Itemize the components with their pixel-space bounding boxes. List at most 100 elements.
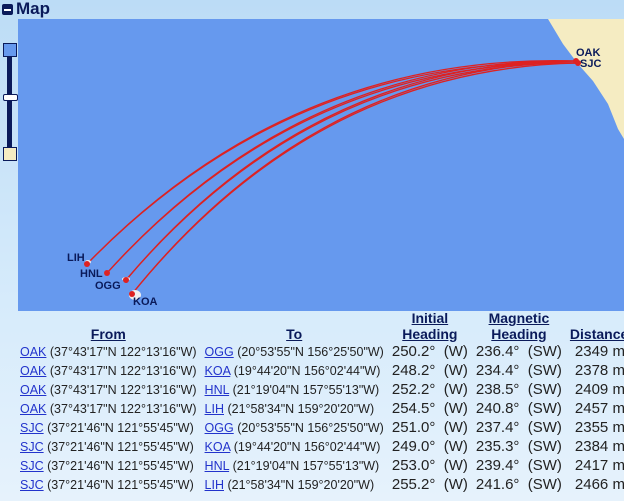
to-airport-link[interactable]: KOA (204, 439, 231, 454)
from-coordinates: (37°43'17"N 122°13'16"W) (49, 363, 197, 378)
from-airport-link[interactable]: OAK (20, 363, 47, 378)
distance: 2466 mi (574, 476, 624, 493)
route-line-sjc-hnl (106, 62, 579, 274)
to-coordinates: (21°19'04"N 157°55'13"W) (232, 458, 380, 473)
from-cell: SJC (37°21'46"N 121°55'45"W) (16, 456, 201, 475)
from-airport-link[interactable]: SJC (20, 439, 44, 454)
from-airport-link[interactable]: SJC (20, 458, 44, 473)
to-cell: KOA (19°44'20"N 156°02'44"W) (201, 361, 388, 380)
from-coordinates: (37°43'17"N 122°13'16"W) (49, 401, 197, 416)
route-line-oak-hnl (106, 60, 577, 274)
header-from: From (90, 326, 126, 342)
airport-marker[interactable] (129, 291, 135, 297)
from-airport-link[interactable]: SJC (20, 477, 44, 492)
header-magnetic-heading: Magnetic Heading (472, 310, 566, 342)
airport-marker[interactable] (575, 60, 581, 66)
label-sjc: SJC (580, 58, 601, 70)
to-coordinates: (21°19'04"N 157°55'13"W) (232, 382, 380, 397)
zoom-slider[interactable] (3, 43, 18, 161)
from-airport-link[interactable]: OAK (20, 344, 47, 359)
collapse-icon[interactable] (2, 3, 13, 15)
initial-heading: 254.5° (W) (391, 400, 468, 417)
header-to: To (286, 326, 303, 342)
to-cell: HNL (21°19'04"N 157°55'13"W) (201, 380, 388, 399)
from-coordinates: (37°21'46"N 121°55'45"W) (47, 477, 194, 492)
to-airport-link[interactable]: KOA (204, 363, 231, 378)
distance: 2417 mi (574, 457, 624, 474)
header-initial-line1: Initial (411, 310, 449, 326)
magnetic-heading: 234.4° (SW) (475, 362, 562, 379)
to-airport-link[interactable]: LIH (204, 401, 224, 416)
from-coordinates: (37°21'46"N 121°55'45"W) (47, 458, 194, 473)
from-cell: SJC (37°21'46"N 121°55'45"W) (16, 437, 201, 456)
distance: 2378 mi (574, 362, 624, 379)
initial-heading: 251.0° (W) (391, 419, 468, 436)
table-row: OAK (37°43'17"N 122°13'16"W) KOA (19°44'… (16, 361, 624, 380)
route-line-sjc-koa (131, 62, 579, 295)
magnetic-heading: 241.6° (SW) (475, 476, 562, 493)
initial-heading: 253.0° (W) (391, 457, 468, 474)
map-canvas[interactable]: OAK SJC LIH HNL OGG KOA (18, 19, 624, 311)
to-coordinates: (19°44'20"N 156°02'44"W) (233, 439, 381, 454)
from-cell: SJC (37°21'46"N 121°55'45"W) (16, 418, 201, 437)
from-cell: OAK (37°43'17"N 122°13'16"W) (16, 380, 201, 399)
route-line-sjc-ogg (125, 62, 579, 281)
table-row: OAK (37°43'17"N 122°13'16"W) OGG (20°53'… (16, 342, 624, 361)
from-coordinates: (37°43'17"N 122°13'16"W) (49, 344, 197, 359)
to-airport-link[interactable]: HNL (204, 382, 230, 397)
to-airport-link[interactable]: OGG (204, 344, 234, 359)
from-airport-link[interactable]: OAK (20, 382, 47, 397)
from-coordinates: (37°21'46"N 121°55'45"W) (47, 439, 194, 454)
label-lih: LIH (67, 252, 85, 264)
initial-heading: 255.2° (W) (391, 476, 468, 493)
airport-marker[interactable] (123, 277, 129, 283)
header-distance: Distance (569, 326, 624, 342)
route-line-oak-koa (131, 60, 577, 295)
to-cell: LIH (21°58'34"N 159°20'20"W) (201, 475, 388, 494)
zoom-in-local-icon[interactable] (3, 147, 17, 161)
from-coordinates: (37°21'46"N 121°55'45"W) (47, 420, 194, 435)
route-lines (86, 60, 579, 295)
zoom-handle[interactable] (3, 94, 18, 101)
magnetic-heading: 240.8° (SW) (475, 400, 562, 417)
initial-heading: 252.2° (W) (391, 381, 468, 398)
from-airport-link[interactable]: SJC (20, 420, 44, 435)
from-cell: SJC (37°21'46"N 121°55'45"W) (16, 475, 201, 494)
magnetic-heading: 238.5° (SW) (475, 381, 562, 398)
table-row: SJC (37°21'46"N 121°55'45"W) OGG (20°53'… (16, 418, 624, 437)
airport-marker[interactable] (104, 270, 110, 276)
from-cell: OAK (37°43'17"N 122°13'16"W) (16, 361, 201, 380)
distance: 2457 mi (574, 400, 624, 417)
zoom-out-world-icon[interactable] (3, 43, 17, 57)
initial-heading: 250.2° (W) (391, 343, 468, 360)
from-coordinates: (37°43'17"N 122°13'16"W) (49, 382, 197, 397)
routes-table: From To Initial Heading Magnetic Heading D… (16, 310, 624, 494)
route-line-sjc-lih (86, 61, 579, 265)
from-cell: OAK (37°43'17"N 122°13'16"W) (16, 342, 201, 361)
distance: 2349 mi (574, 343, 624, 360)
table-row: SJC (37°21'46"N 121°55'45"W) KOA (19°44'… (16, 437, 624, 456)
to-airport-link[interactable]: OGG (204, 420, 234, 435)
distance: 2409 mi (574, 381, 624, 398)
california-coast (548, 19, 624, 139)
magnetic-heading: 236.4° (SW) (475, 343, 562, 360)
table-row: SJC (37°21'46"N 121°55'45"W) HNL (21°19'… (16, 456, 624, 475)
to-cell: OGG (20°53'55"N 156°25'50"W) (201, 342, 388, 361)
from-airport-link[interactable]: OAK (20, 401, 47, 416)
to-coordinates: (21°58'34"N 159°20'20"W) (227, 401, 375, 416)
to-airport-link[interactable]: HNL (204, 458, 230, 473)
header-magnetic-line1: Magnetic (488, 310, 550, 326)
to-airport-link[interactable]: LIH (204, 477, 224, 492)
to-cell: LIH (21°58'34"N 159°20'20"W) (201, 399, 388, 418)
table-row: OAK (37°43'17"N 122°13'16"W) HNL (21°19'… (16, 380, 624, 399)
magnetic-heading: 235.3° (SW) (475, 438, 562, 455)
to-cell: HNL (21°19'04"N 157°55'13"W) (201, 456, 388, 475)
initial-heading: 249.0° (W) (391, 438, 468, 455)
to-cell: OGG (20°53'55"N 156°25'50"W) (201, 418, 388, 437)
route-line-oak-lih (86, 60, 577, 265)
table-row: OAK (37°43'17"N 122°13'16"W) LIH (21°58'… (16, 399, 624, 418)
header-initial-heading: Initial Heading (388, 310, 472, 342)
header-magnetic-line2: Heading (491, 326, 547, 342)
airport-marker[interactable] (84, 261, 90, 267)
label-koa: KOA (133, 296, 158, 308)
